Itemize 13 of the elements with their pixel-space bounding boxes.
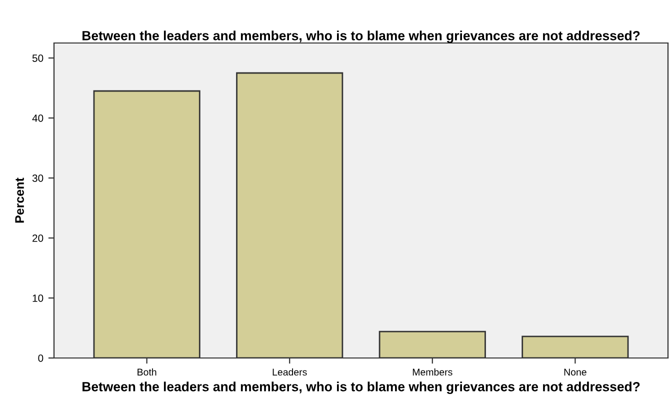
y-tick-label: 10	[32, 294, 44, 302]
chart-title: Between the leaders and members, who is to blame when grievances are not addressed?	[82, 30, 640, 43]
x-axis-title: Between the leaders and members, who is to blame when grievances are not addressed?	[82, 382, 640, 394]
y-tick-label: 50	[32, 54, 44, 62]
y-tick-label: 0	[38, 354, 44, 362]
y-tick-label: 40	[32, 114, 44, 122]
y-tick-label: 20	[32, 234, 44, 242]
x-tick-label: Members	[412, 368, 452, 376]
x-tick-label: None	[564, 368, 586, 376]
y-tick-label: 30	[32, 174, 44, 182]
x-tick-label: Both	[138, 368, 156, 376]
y-axis-title: Percent	[15, 178, 24, 223]
x-tick-label: Leaders	[272, 368, 307, 376]
